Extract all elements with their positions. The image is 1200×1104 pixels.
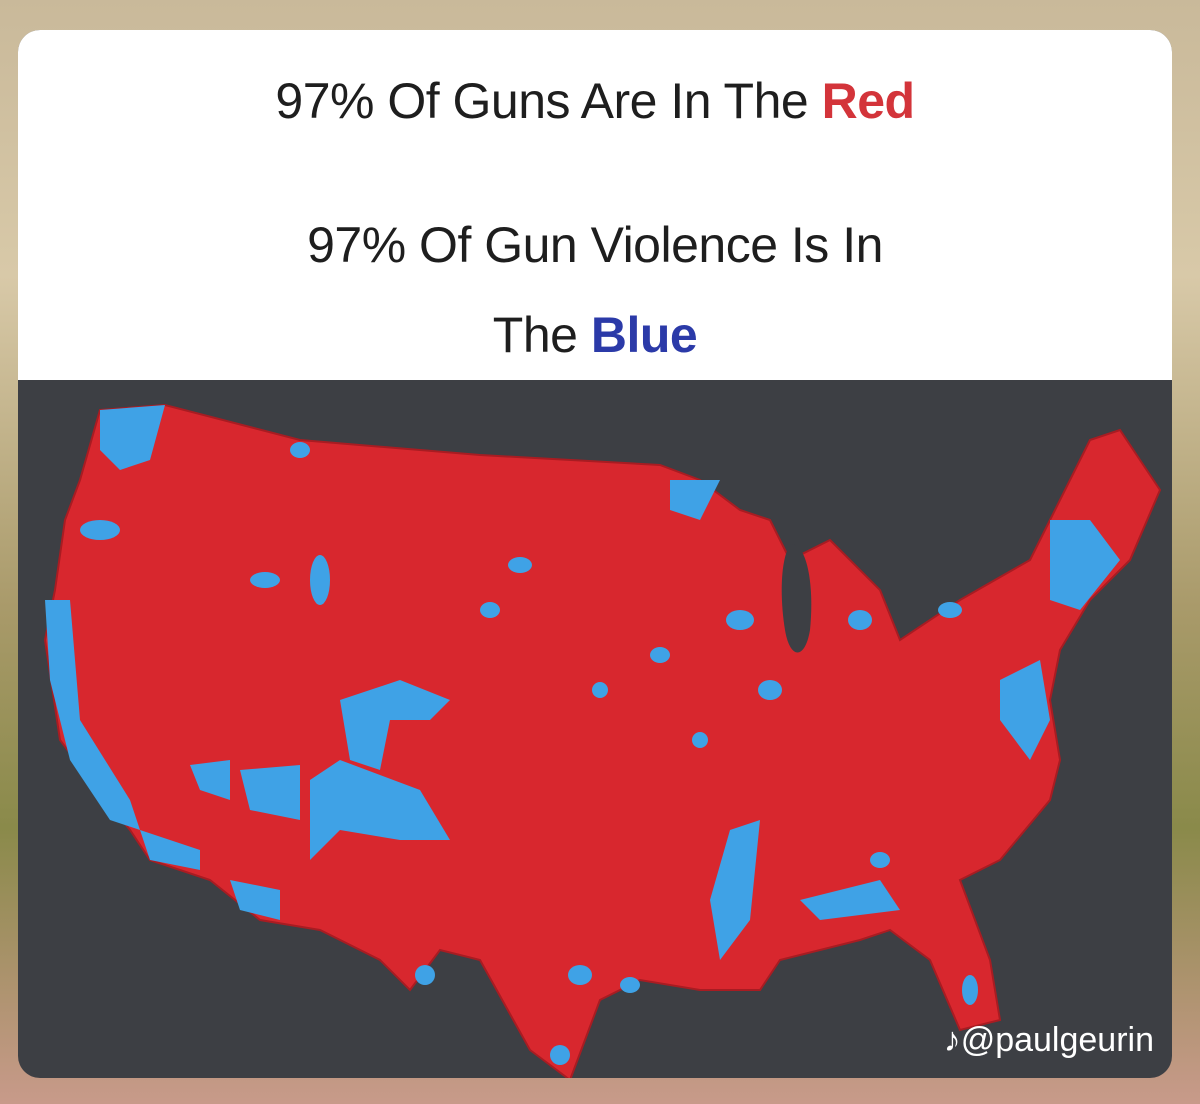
- blue-counties: [45, 405, 1120, 1065]
- us-outline: [43, 403, 1162, 1078]
- watermark: ♪@paulgeurin: [943, 1021, 1154, 1059]
- headline-text: 97% Of Guns Are In The: [275, 73, 809, 129]
- meme-card: 97% Of Guns Are In The Red 97% Of Gun Vi…: [18, 30, 1172, 1078]
- us-map: [43, 403, 1162, 1078]
- red-word: Red: [821, 73, 915, 129]
- headline-text: The: [492, 307, 578, 363]
- headline-3: The Blue: [18, 306, 1172, 364]
- header: 97% Of Guns Are In The Red 97% Of Gun Vi…: [18, 30, 1172, 380]
- blue-word: Blue: [590, 307, 698, 363]
- headline-1: 97% Of Guns Are In The Red: [18, 72, 1172, 130]
- lake-michigan: [781, 544, 812, 653]
- watermark-handle: @paulgeurin: [960, 1021, 1154, 1059]
- headline-2: 97% Of Gun Violence Is In: [307, 217, 883, 273]
